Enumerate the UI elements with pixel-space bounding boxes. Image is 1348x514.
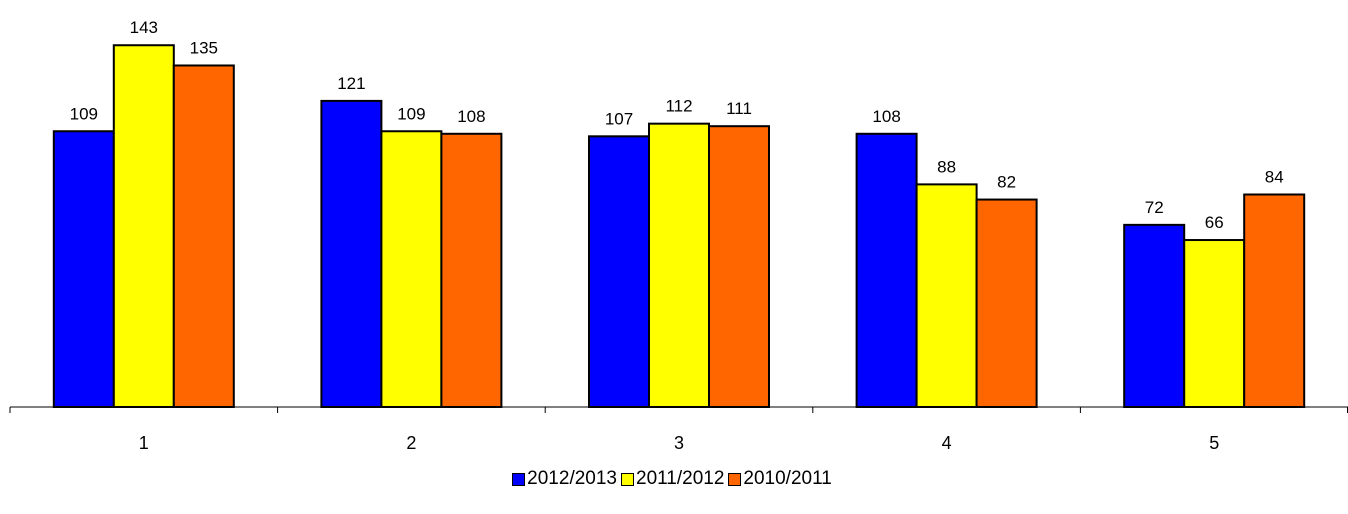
data-label-2012-2013-cat-3: 107 [605, 109, 633, 128]
bar-2012-2013-cat-4 [855, 132, 918, 409]
data-label-2010-2011-cat-1: 135 [190, 38, 218, 57]
data-label-2010-2011-cat-2: 108 [457, 107, 485, 126]
data-label-2010-2011-cat-3: 111 [726, 99, 752, 118]
bar-2010-2011-cat-5 [1243, 193, 1306, 408]
data-label-2010-2011-cat-4: 82 [997, 173, 1016, 192]
bar-2011-2012-cat-3 [648, 122, 710, 408]
data-label-2011-2012-cat-1: 143 [130, 18, 158, 37]
data-label-2012-2013-cat-1: 109 [70, 104, 98, 123]
bar-2010-2011-cat-4 [975, 198, 1038, 408]
x-tick-label-2: 2 [406, 433, 416, 453]
data-label-2010-2011-cat-5: 84 [1265, 167, 1284, 186]
bar-2012-2013-cat-1 [52, 130, 115, 408]
legend-item-2011-2012: 2011/2012 [621, 468, 724, 490]
x-tick-label-3: 3 [674, 433, 684, 453]
legend-label-2011-2012: 2011/2012 [636, 468, 725, 489]
bar-2011-2012-cat-1 [112, 44, 175, 409]
bar-2012-2013-cat-2 [320, 99, 383, 409]
legend-item-2012-2013: 2012/2013 [512, 468, 617, 490]
legend-swatch-2010-2011 [728, 472, 742, 486]
bar-2012-2013-cat-3 [588, 135, 650, 408]
bar-2010-2011-cat-2 [440, 132, 503, 409]
legend: 2012/2013 2011/2012 2010/2011 [0, 466, 1348, 492]
legend-swatch-2012-2013 [512, 472, 526, 486]
bar-2011-2012-cat-4 [915, 183, 978, 408]
bar-2010-2011-cat-3 [708, 125, 770, 408]
x-tick-label-4: 4 [942, 433, 952, 453]
data-label-2011-2012-cat-3: 112 [665, 97, 692, 116]
data-label-2012-2013-cat-4: 108 [872, 107, 900, 126]
data-label-2011-2012-cat-5: 66 [1205, 213, 1224, 232]
x-tick-label-1: 1 [139, 433, 149, 453]
bar-2010-2011-cat-1 [172, 64, 235, 409]
bar-2012-2013-cat-5 [1123, 223, 1186, 408]
legend-swatch-2011-2012 [621, 472, 634, 486]
data-label-2011-2012-cat-2: 109 [397, 104, 425, 123]
legend-item-2010-2011: 2010/2011 [728, 468, 832, 490]
data-label-2012-2013-cat-5: 72 [1145, 198, 1164, 217]
bar-2011-2012-cat-2 [380, 130, 443, 408]
data-label-2011-2012-cat-4: 88 [937, 157, 956, 176]
bar-2011-2012-cat-5 [1183, 239, 1246, 408]
x-tick-label-5: 5 [1209, 433, 1219, 453]
legend-label-2010-2011: 2010/2011 [743, 468, 832, 489]
data-label-2012-2013-cat-2: 121 [337, 74, 365, 93]
legend-label-2012-2013: 2012/2013 [527, 468, 617, 489]
